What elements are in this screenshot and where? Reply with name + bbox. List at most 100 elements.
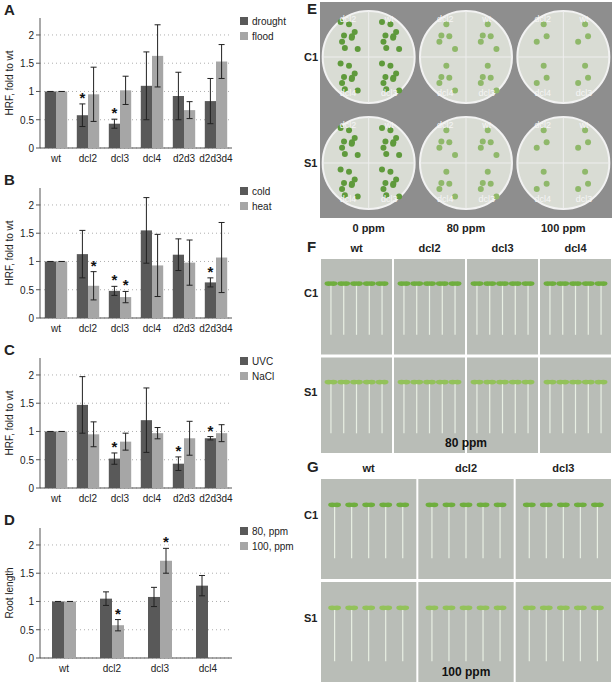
seedling-dot: [575, 80, 581, 86]
seedling-dot: [341, 74, 347, 80]
y-tick-label: 2: [28, 540, 34, 551]
leaf: [596, 605, 604, 610]
leaf: [579, 502, 587, 507]
seedling-dot: [342, 45, 348, 51]
error-bar: [59, 261, 65, 262]
photo-cell: [321, 582, 416, 682]
chart-panel: DRoot length00.511.52wtdcl2dcl3dcl4**80,…: [4, 511, 294, 674]
seedling-dot: [582, 169, 588, 175]
leaf: [481, 502, 489, 507]
bar: [216, 433, 227, 488]
seedling-dot: [349, 182, 355, 188]
plate-label: wt: [579, 120, 589, 130]
y-tick-label: 0: [28, 313, 34, 324]
root: [381, 384, 382, 433]
seedling: [540, 605, 553, 661]
error-cap: [175, 470, 181, 471]
error-cap: [91, 446, 97, 447]
seedling: [337, 380, 350, 434]
error-cap: [47, 91, 53, 92]
photo-cell: [540, 259, 611, 355]
seedling-dot: [352, 176, 358, 182]
leaf: [498, 502, 506, 507]
error-bar: [175, 72, 181, 119]
y-tick-label: 2: [28, 30, 34, 41]
y-tick-label: 1.5: [20, 228, 34, 239]
photo-cell: [516, 479, 611, 579]
plate-label: dcl3: [478, 88, 495, 98]
seedling: [591, 605, 604, 661]
leaf: [447, 605, 455, 610]
seedling-dot: [338, 60, 344, 66]
error-stem: [82, 377, 83, 434]
error-cap: [59, 431, 65, 432]
error-cap: [207, 78, 213, 79]
error-cap: [143, 452, 149, 453]
row-label: C1: [304, 51, 318, 63]
significance-mark: *: [207, 263, 213, 280]
seedling: [410, 380, 423, 434]
chart-panel: CHRF, fold to wt00.511.52wtdcl2dcl3dcl4d…: [4, 341, 274, 504]
error-bar: [79, 377, 85, 434]
y-tick-label: 0.5: [20, 455, 34, 466]
seedling: [396, 502, 409, 558]
seedling-dot: [393, 29, 399, 35]
y-tick-label: 2: [28, 200, 34, 211]
root: [442, 384, 443, 433]
x-tick-label: d2d3d4: [199, 153, 233, 164]
divider: [563, 117, 564, 209]
seedling: [398, 380, 411, 434]
error-cap: [79, 126, 85, 127]
bar: [109, 291, 120, 318]
leaf: [401, 502, 409, 507]
bar: [205, 438, 216, 488]
root: [562, 384, 563, 433]
root: [402, 507, 403, 559]
bar: [64, 601, 76, 658]
seedling-dot: [534, 80, 540, 86]
error-stem: [157, 428, 158, 439]
root: [515, 384, 516, 433]
y-tick: [36, 658, 40, 659]
seedling-dot: [390, 35, 396, 41]
seedling: [443, 605, 456, 661]
leaf: [526, 281, 534, 286]
legend-label: UVC: [252, 356, 273, 367]
root: [529, 507, 530, 559]
seedling-dot: [339, 39, 345, 45]
leaf: [501, 380, 509, 385]
leaf: [342, 380, 350, 385]
leaf: [464, 502, 472, 507]
error-cap: [155, 438, 161, 439]
error-cap: [187, 285, 193, 286]
error-stem: [189, 421, 190, 455]
leaf: [368, 380, 376, 385]
seedling-dot: [380, 80, 386, 86]
panel-label: G: [307, 458, 319, 475]
root: [351, 507, 352, 559]
error-stem: [146, 52, 147, 120]
leaf: [333, 605, 341, 610]
seedling-dot: [380, 186, 386, 192]
y-tick-label: 0: [28, 653, 34, 664]
error-cap: [219, 424, 225, 425]
y-axis-label: HRF, fold to wt: [4, 50, 15, 115]
error-cap: [175, 119, 181, 120]
root: [330, 384, 331, 433]
x-tick-label: dcl3: [151, 663, 170, 674]
significance-mark: *: [115, 605, 121, 622]
error-cap: [143, 51, 149, 52]
seedling: [436, 281, 449, 335]
root: [369, 286, 370, 335]
root: [527, 384, 528, 433]
grid-line: [40, 63, 232, 64]
legend-label: drought: [252, 16, 286, 27]
divider: [368, 117, 369, 209]
error-cap: [207, 286, 213, 287]
error-stem: [93, 67, 94, 121]
seedling-dot: [488, 33, 494, 39]
y-axis-line: [40, 188, 41, 318]
error-stem: [146, 388, 147, 452]
leaf: [562, 502, 570, 507]
row-label: S1: [304, 157, 317, 169]
